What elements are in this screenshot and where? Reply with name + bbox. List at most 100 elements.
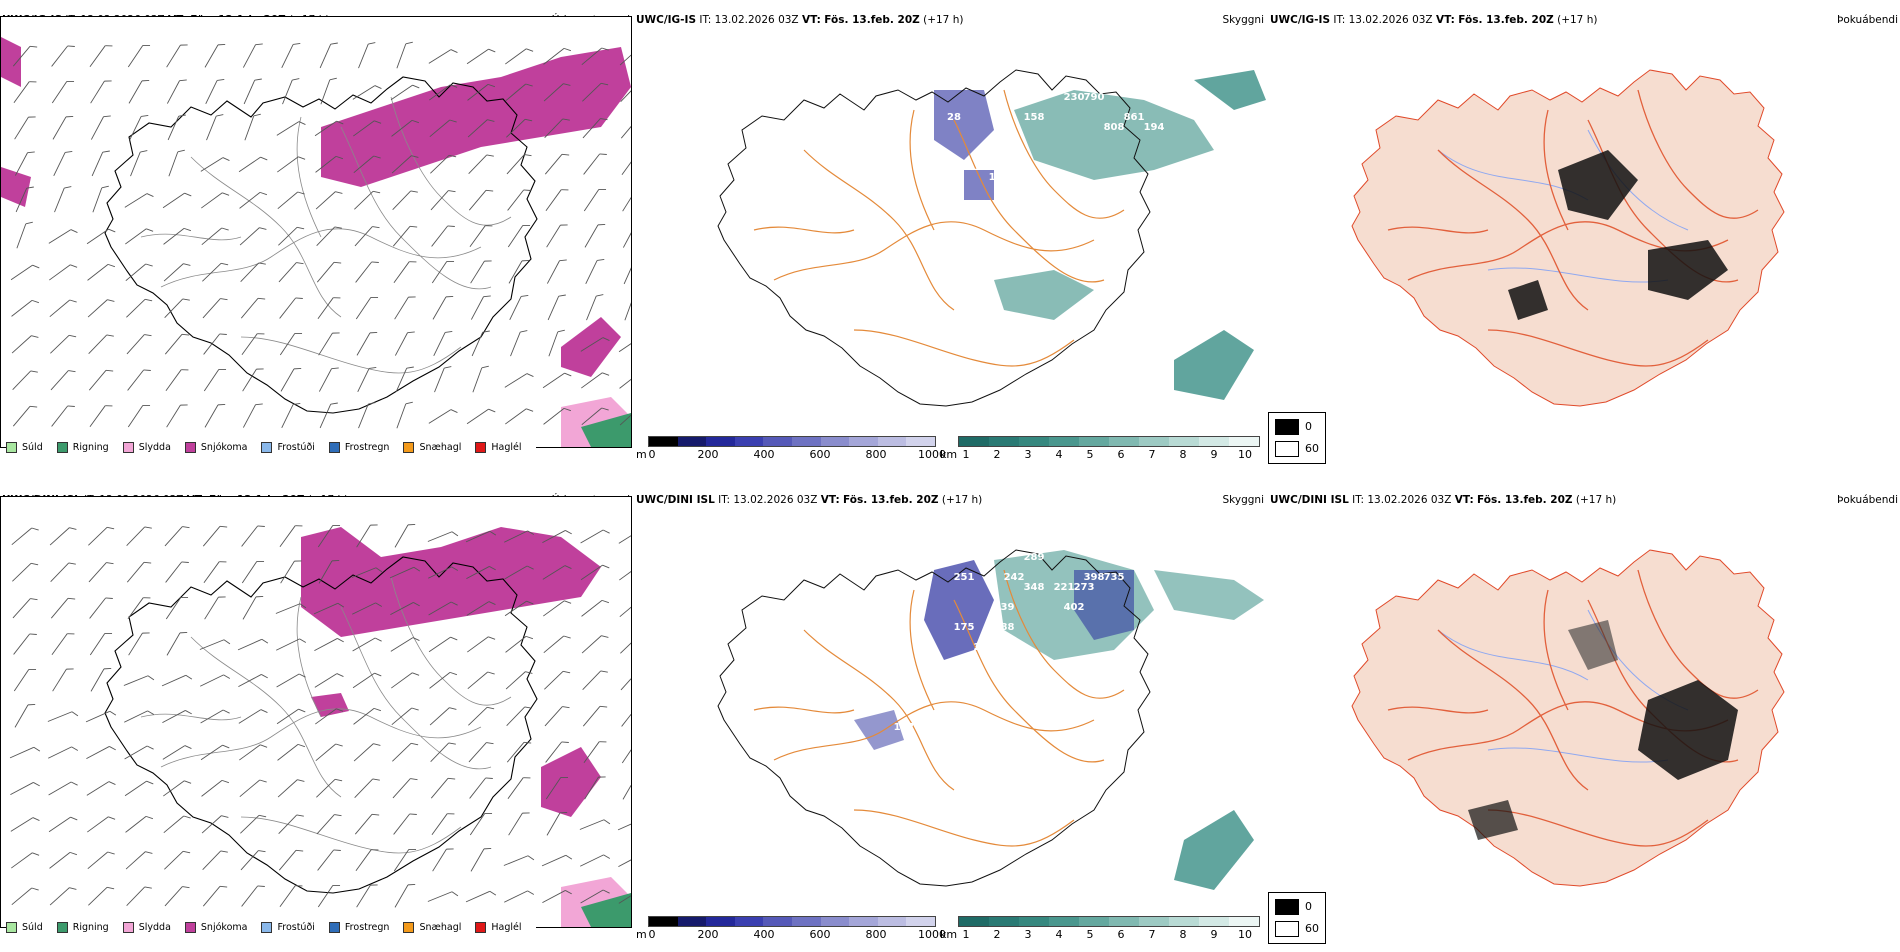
fog-swatch-low bbox=[1275, 899, 1299, 915]
forecast-row-dini-isl: UWC/DINI ISL IT: 13.02.2026 03Z VT: Fös.… bbox=[0, 480, 1900, 952]
precip-type-panel: UWC/IG-IS IT: 13.02.2026 03Z VT: Fös. 13… bbox=[0, 0, 632, 472]
fog-map-svg bbox=[1268, 30, 1900, 430]
fog-map-svg bbox=[1268, 510, 1900, 910]
fog-value-high: 60 bbox=[1305, 922, 1319, 935]
legend-label: Rigning bbox=[72, 441, 109, 453]
visibility-map[interactable]: 808 726 861 230 790 158 414 217 185 189 194 28 bbox=[634, 30, 1266, 430]
it-label: IT: bbox=[718, 494, 731, 506]
cloud-base-label: 242 bbox=[1004, 572, 1025, 583]
legend-item: Súld bbox=[6, 441, 43, 453]
height-tick: 600 bbox=[809, 928, 831, 941]
vt-label: VT: bbox=[1454, 494, 1474, 506]
legend-item: Snjókoma bbox=[184, 921, 247, 933]
precip-map[interactable] bbox=[0, 496, 632, 928]
lead-time: (+17 h) bbox=[1575, 494, 1617, 506]
legend-label: Rigning bbox=[72, 921, 109, 933]
height-tick: 1000 bbox=[918, 928, 946, 941]
visibility-colorbar: km 1 2 3 4 5 6 7 8 9 10 bbox=[940, 436, 1266, 466]
coastline bbox=[717, 69, 1151, 407]
height-tick: 0 bbox=[648, 448, 656, 461]
cloud-base-label: 348 bbox=[1024, 582, 1045, 593]
cloud-base-label: 414 bbox=[994, 132, 1015, 143]
cloud-base-label: 289 bbox=[1024, 552, 1045, 563]
visibility-unit: km bbox=[940, 928, 958, 941]
fog-map[interactable] bbox=[1268, 30, 1900, 430]
visibility-tick: 7 bbox=[1148, 928, 1156, 941]
height-colorbar: m 0 200 400 600 800 1000 bbox=[636, 916, 946, 946]
model-name: UWC/DINI ISL bbox=[1270, 494, 1349, 506]
precip-map[interactable] bbox=[0, 16, 632, 448]
legend-item: Snæhagl bbox=[403, 921, 461, 933]
cloud-base-label: 158 bbox=[1024, 112, 1045, 123]
height-tick: 0 bbox=[648, 928, 656, 941]
legend-item: Snjókoma bbox=[184, 441, 248, 453]
forecast-row-ig-is: UWC/IG-IS IT: 13.02.2026 03Z VT: Fös. 13… bbox=[0, 0, 1900, 472]
cloud-base-label: 726 bbox=[1104, 82, 1125, 93]
legend-swatch bbox=[184, 921, 196, 933]
legend-swatch bbox=[328, 921, 340, 933]
lead-time: (+17 h) bbox=[941, 494, 983, 506]
legend-item: Haglél bbox=[475, 441, 522, 453]
legend-swatch bbox=[184, 441, 196, 453]
fog-legend: 0 60 bbox=[1268, 412, 1326, 464]
height-tick: 600 bbox=[809, 448, 831, 461]
fog-value-low: 0 bbox=[1305, 900, 1312, 913]
visibility-tick: 3 bbox=[1024, 448, 1032, 461]
visibility-tick: 8 bbox=[1179, 448, 1187, 461]
panel-header: UWC/IG-IS IT: 13.02.2026 03Z VT: Fös. 13… bbox=[636, 14, 1264, 30]
cloud-base-label: 47 bbox=[1037, 752, 1051, 763]
legend-item: Slydda bbox=[122, 921, 171, 933]
legend-item: Rigning bbox=[56, 441, 109, 453]
legend-item: Súld bbox=[6, 921, 43, 933]
precip-type-panel: UWC/DINI ISL IT: 13.02.2026 03Z VT: Fös.… bbox=[0, 480, 632, 952]
cloud-base-label: 808 bbox=[1104, 122, 1125, 133]
it-label: IT: bbox=[699, 14, 712, 26]
legend-swatch bbox=[261, 441, 273, 453]
it-value: 13.02.2026 03Z bbox=[733, 494, 818, 506]
visibility-tick: 1 bbox=[962, 928, 970, 941]
legend-item: Frostúði bbox=[261, 921, 315, 933]
height-tick: 200 bbox=[697, 448, 719, 461]
cloud-base-label: 189 bbox=[989, 172, 1010, 183]
cloud-base-label: 175 bbox=[954, 622, 975, 633]
cloud-base-label: 273 bbox=[1074, 582, 1095, 593]
legend-item: Slydda bbox=[122, 441, 171, 453]
visibility-tick: 4 bbox=[1055, 448, 1063, 461]
coastline bbox=[104, 556, 538, 894]
legend-swatch bbox=[6, 441, 17, 453]
legend-swatch bbox=[122, 441, 134, 453]
visibility-tick: 9 bbox=[1210, 928, 1218, 941]
vt-value: Fös. 13.feb. 20Z bbox=[1458, 14, 1554, 26]
cloud-base-label: 164 bbox=[944, 732, 965, 743]
visibility-tick: 7 bbox=[1148, 448, 1156, 461]
fog-swatch-high bbox=[1275, 921, 1299, 937]
legend-label: Frostregn bbox=[344, 441, 390, 453]
panel-title: Þokuábendi bbox=[1837, 494, 1898, 506]
vt-label: VT: bbox=[801, 14, 821, 26]
cloud-base-label: 402 bbox=[1064, 602, 1085, 613]
cloud-base-label: 861 bbox=[1124, 112, 1145, 123]
legend-swatch bbox=[6, 921, 17, 933]
legend-item: Snæhagl bbox=[403, 441, 461, 453]
it-value: 13.02.2026 03Z bbox=[1348, 14, 1433, 26]
cloud-base-label: 194 bbox=[1144, 122, 1165, 133]
legend-swatch bbox=[56, 921, 68, 933]
legend-label: Slydda bbox=[138, 921, 171, 933]
visibility-panel: UWC/IG-IS IT: 13.02.2026 03Z VT: Fös. 13… bbox=[634, 0, 1266, 472]
visibility-tick: 1 bbox=[962, 448, 970, 461]
model-name: UWC/DINI ISL bbox=[636, 494, 715, 506]
visibility-tick: 6 bbox=[1117, 928, 1125, 941]
legend-label: Haglél bbox=[491, 441, 522, 453]
precip-legend: Súld Rigning Slydda Snjókoma bbox=[6, 438, 536, 456]
legend-label: Frostúði bbox=[277, 441, 315, 453]
fog-map[interactable] bbox=[1268, 510, 1900, 910]
legend-label: Frostúði bbox=[277, 921, 315, 933]
visibility-map[interactable]: 251 242 289 348 221 398 735 273 402 239 288 175 214 1… bbox=[634, 510, 1266, 910]
visibility-colorbar: km 1 2 3 4 5 6 7 8 9 10 bbox=[940, 916, 1266, 946]
panel-title: Þokuábendi bbox=[1837, 14, 1898, 26]
cloud-base-label: 185 bbox=[974, 162, 995, 173]
legend-label: Snjókoma bbox=[200, 441, 248, 453]
legend-label: Súld bbox=[22, 441, 43, 453]
cloud-base-label: 177 bbox=[964, 722, 985, 733]
legend-item: Haglél bbox=[475, 921, 522, 933]
